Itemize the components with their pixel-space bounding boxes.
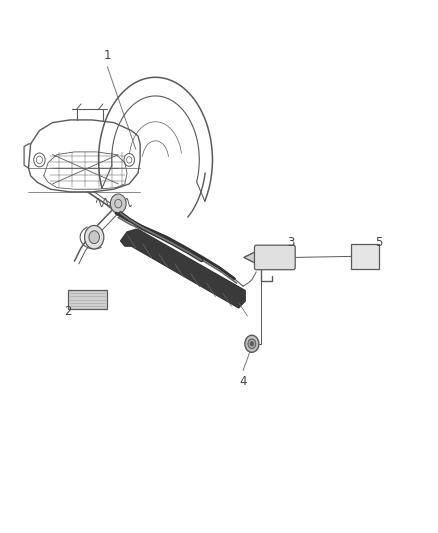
Text: 3: 3 <box>288 236 295 249</box>
FancyBboxPatch shape <box>254 245 295 270</box>
Text: 5: 5 <box>375 236 382 249</box>
Polygon shape <box>68 290 107 309</box>
Polygon shape <box>120 229 245 308</box>
FancyBboxPatch shape <box>351 244 379 269</box>
Text: 2: 2 <box>64 305 72 318</box>
Circle shape <box>85 225 104 249</box>
Circle shape <box>245 335 259 352</box>
Circle shape <box>89 231 99 244</box>
Text: 1: 1 <box>103 50 111 62</box>
Circle shape <box>248 339 256 349</box>
Circle shape <box>250 342 254 346</box>
Text: 4: 4 <box>239 375 247 387</box>
Polygon shape <box>244 252 256 263</box>
Circle shape <box>110 194 126 213</box>
